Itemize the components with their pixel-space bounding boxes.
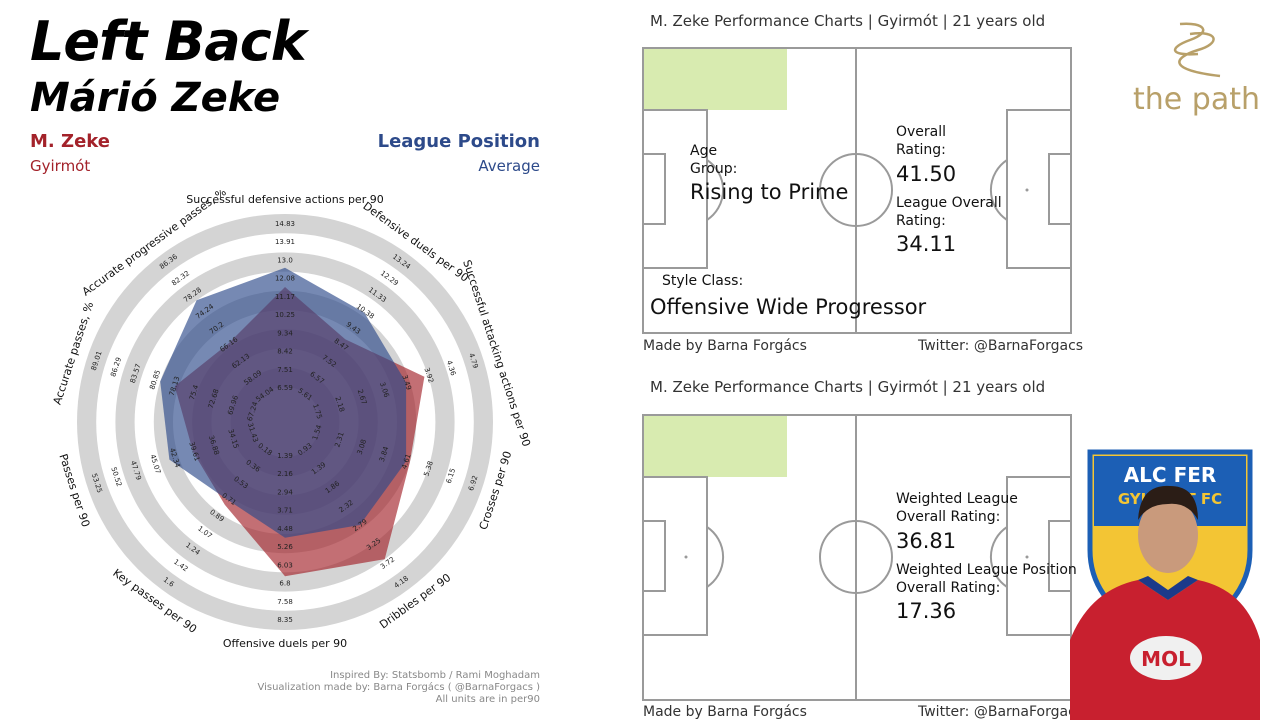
legend-player-name: M. Zeke [30, 131, 110, 152]
radar-tick-label: 14.83 [275, 220, 295, 228]
credit-inspired: Inspired By: Statsbomb / Rami Moghadam [330, 670, 540, 681]
player-photo: ALC FER GYIRMÓT FC MOL [1070, 449, 1260, 720]
weighted-league-label: Weighted League Overall Rating: [896, 491, 1018, 525]
player-title: Márió Zeke [30, 75, 281, 121]
radar-tick-label: 7.51 [277, 366, 293, 374]
chart1-footer-left: Made by Barna Forgács [643, 338, 807, 354]
radar-tick-label: 6.03 [277, 561, 293, 569]
overall-rating-value: 41.50 [896, 162, 957, 186]
badge-text-top: ALC FER [1124, 463, 1217, 487]
weighted-league-position-value: 17.36 [896, 599, 957, 623]
weighted-league-value: 36.81 [896, 529, 957, 553]
radar-tick-label: 13.91 [275, 238, 295, 246]
radar-tick-label: 2.16 [277, 470, 293, 478]
radar-chart: 6.59 7.51 8.42 9.34 10.25 11.17 12.08 13.0 13.91… [40, 185, 540, 660]
age-group-label: Age Group: [690, 143, 738, 177]
radar-tick-label: 12.08 [275, 275, 295, 283]
chart2-pitch [642, 414, 1072, 701]
pitch-highlight [643, 48, 787, 110]
radar-tick-label: 13.0 [277, 256, 293, 264]
credit-units: All units are in per90 [435, 694, 540, 705]
radar-tick-label: 3.71 [277, 507, 293, 515]
style-class-value: Offensive Wide Progressor [650, 295, 927, 319]
the-path-logo-icon [1174, 22, 1221, 78]
shirt-sponsor: MOL [1141, 647, 1191, 671]
style-class-label: Style Class: [662, 273, 744, 289]
weighted-league-position-label: Weighted League Position Overall Rating: [896, 562, 1077, 596]
radar-tick-label: 1.39 [277, 452, 293, 460]
radar-tick-label: 5.26 [277, 543, 293, 551]
league-overall-value: 34.11 [896, 232, 957, 256]
radar-svg: 6.59 7.51 8.42 9.34 10.25 11.17 12.08 13.0 13.91… [51, 185, 533, 650]
radar-tick-label: 8.42 [277, 348, 293, 356]
overall-rating-label: Overall Rating: [896, 124, 947, 158]
radar-tick-label: 11.17 [275, 293, 295, 301]
radar-average-area [160, 267, 407, 538]
radar-metric-label: Successful defensive actions per 90 [186, 193, 383, 206]
chart2-footer-left: Made by Barna Forgács [643, 704, 807, 720]
legend-average-sub: Average [478, 157, 540, 175]
position-title: Left Back [30, 10, 307, 73]
radar-tick-label: 4.48 [277, 525, 293, 533]
radar-tick-label: 6.59 [277, 384, 293, 392]
credit-made-by: Visualization made by: Barna Forgács ( @… [257, 682, 540, 693]
radar-tick-label: 2.94 [277, 488, 293, 496]
pitch-highlight [643, 415, 787, 477]
chart2-footer-right: Twitter: @BarnaForgacs [918, 704, 1084, 720]
chart2-title: M. Zeke Performance Charts | Gyirmót | 2… [650, 378, 1046, 396]
chart1-title: M. Zeke Performance Charts | Gyirmót | 2… [650, 12, 1046, 30]
league-overall-label: League Overall Rating: [896, 195, 1002, 229]
player-face [1138, 497, 1198, 573]
legend-average-title: League Position [377, 131, 540, 152]
radar-tick-label: 10.25 [275, 311, 295, 319]
radar-tick-label: 7.58 [277, 598, 293, 606]
age-group-value: Rising to Prime [690, 180, 849, 204]
radar-tick-label: 8.35 [277, 616, 293, 624]
radar-metric-label: Offensive duels per 90 [223, 637, 347, 650]
legend-player-club: Gyirmót [30, 157, 91, 175]
radar-tick-label: 6.8 [279, 580, 290, 588]
chart1-pitch [642, 47, 1072, 334]
the-path-logo-text: the path [1133, 82, 1260, 117]
radar-tick-label: 9.34 [277, 329, 293, 337]
chart1-footer-right: Twitter: @BarnaForgacs [918, 338, 1084, 354]
